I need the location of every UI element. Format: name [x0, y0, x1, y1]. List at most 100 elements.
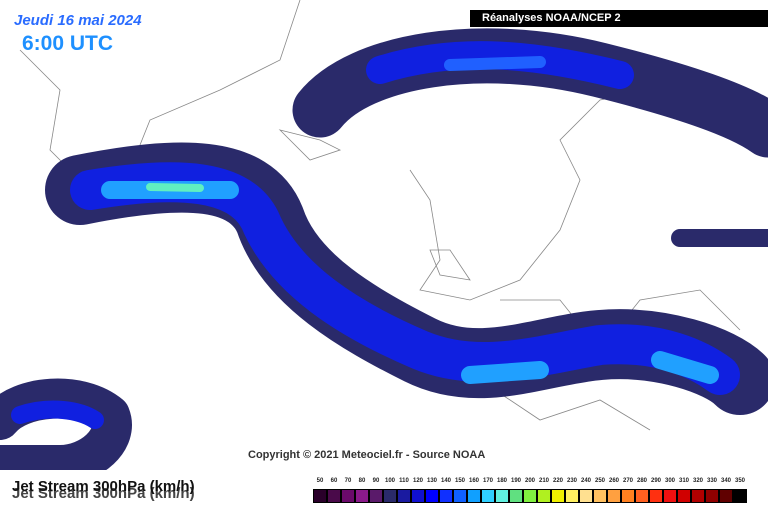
- scale-swatch: [410, 489, 425, 503]
- scale-swatch: [368, 489, 383, 503]
- scale-swatch: [522, 489, 537, 503]
- scale-swatch: [424, 489, 439, 503]
- scale-swatch: [662, 489, 677, 503]
- scale-swatch: [718, 489, 733, 503]
- scale-swatch: [466, 489, 481, 503]
- scale-label: 110: [399, 478, 409, 484]
- scale-swatch: [340, 489, 355, 503]
- scale-cell: 180: [494, 478, 509, 503]
- scale-label: 170: [482, 478, 493, 484]
- scale-label: 100: [384, 478, 395, 484]
- scale-swatch: [508, 489, 523, 503]
- scale-cell: 60: [326, 478, 341, 503]
- scale-label: 230: [566, 478, 577, 484]
- scale-cell: 270: [620, 478, 635, 503]
- source: Réanalyses NOAA/NCEP 2: [470, 10, 768, 27]
- scale-cell: 80: [354, 478, 369, 503]
- scale-label: 120: [412, 478, 423, 484]
- scale-cell: 320: [690, 478, 705, 503]
- scale-label: 350: [734, 478, 745, 484]
- scale-cell: 90: [368, 478, 383, 503]
- scale-swatch: [732, 489, 747, 503]
- scale-label: 140: [440, 478, 451, 484]
- scale-cell: 250: [592, 478, 607, 503]
- coast: [409, 89, 651, 301]
- scale-cell: 280: [634, 478, 649, 503]
- scale-cell: 210: [536, 478, 551, 503]
- scale-swatch: [550, 489, 565, 503]
- scale-label: 220: [552, 478, 563, 484]
- copyright: Copyright © 2021 Meteociel.fr - Source N…: [248, 449, 486, 461]
- scale-label: 180: [496, 478, 507, 484]
- scale-label: 280: [636, 478, 647, 484]
- scale-cell: 200: [522, 478, 537, 503]
- scale-cell: 330: [704, 478, 719, 503]
- scale-swatch: [676, 489, 691, 503]
- scale-swatch: [634, 489, 649, 503]
- scale-cell: 350: [732, 478, 747, 503]
- scale-label: 70: [344, 478, 352, 484]
- scale-cell: 150: [452, 478, 467, 503]
- scale-label: 190: [510, 478, 521, 484]
- scale-swatch: [648, 489, 663, 503]
- coast: [429, 249, 471, 281]
- scale-swatch: [354, 489, 369, 503]
- scale-swatch: [438, 489, 453, 503]
- scale-cell: 160: [466, 478, 481, 503]
- scale-cell: 120: [410, 478, 425, 503]
- scale-cell: 230: [564, 478, 579, 503]
- jet-stream: [0, 28, 768, 485]
- scale-label: 210: [538, 478, 549, 484]
- scale-label: 250: [594, 478, 605, 484]
- scale-label: 50: [316, 478, 324, 484]
- scale-label: 240: [580, 478, 591, 484]
- scale-cell: 50: [312, 478, 327, 503]
- jet-peak: [146, 183, 204, 192]
- scale-cell: 220: [550, 478, 565, 503]
- scale-swatch: [480, 489, 495, 503]
- scale-swatch: [494, 489, 509, 503]
- scale-swatch: [606, 489, 621, 503]
- scale-swatch: [452, 489, 467, 503]
- scale-label: 340: [720, 478, 731, 484]
- scale-cell: 170: [480, 478, 495, 503]
- scale-swatch: [382, 489, 397, 503]
- scale-swatch: [396, 489, 411, 503]
- jet-max: [444, 56, 546, 71]
- scale-cell: 140: [438, 478, 453, 503]
- scale-label: 130: [426, 478, 437, 484]
- scale-swatch: [326, 489, 341, 503]
- scale-label: 330: [706, 478, 717, 484]
- coast: [278, 129, 342, 161]
- scale-label: 160: [468, 478, 479, 484]
- scale-swatch: [704, 489, 719, 503]
- scale-label: 60: [330, 478, 338, 484]
- jet-band: [0, 378, 132, 485]
- scale-cell: 340: [718, 478, 733, 503]
- scale-label: 90: [372, 478, 380, 484]
- scale-swatch: [312, 489, 327, 503]
- scale-label: 80: [358, 478, 366, 484]
- time: 6:00 UTC: [22, 32, 114, 55]
- scale-cell: 300: [662, 478, 677, 503]
- scale-label: 270: [622, 478, 633, 484]
- scale-swatch: [564, 489, 579, 503]
- scale-label: 300: [664, 478, 675, 484]
- scale-label: 310: [678, 478, 689, 484]
- scale-label: 320: [692, 478, 703, 484]
- scale-cell: 70: [340, 478, 355, 503]
- scale-label: 200: [524, 478, 535, 484]
- scale-cell: 240: [578, 478, 593, 503]
- scale-cell: 100: [382, 478, 397, 503]
- scale-cell: 290: [648, 478, 663, 503]
- scale-cell: 190: [508, 478, 523, 503]
- scale-label: 260: [608, 478, 619, 484]
- color-scale: 50 60 70 80 90 100 110 120 130 140 150 160 170 180 190…: [312, 478, 747, 503]
- scale-swatch: [620, 489, 635, 503]
- legend-title: Jet Stream 300hPa (km/h): [12, 478, 195, 495]
- scale-cell: 130: [424, 478, 439, 503]
- scale-swatch: [536, 489, 551, 503]
- scale-swatch: [578, 489, 593, 503]
